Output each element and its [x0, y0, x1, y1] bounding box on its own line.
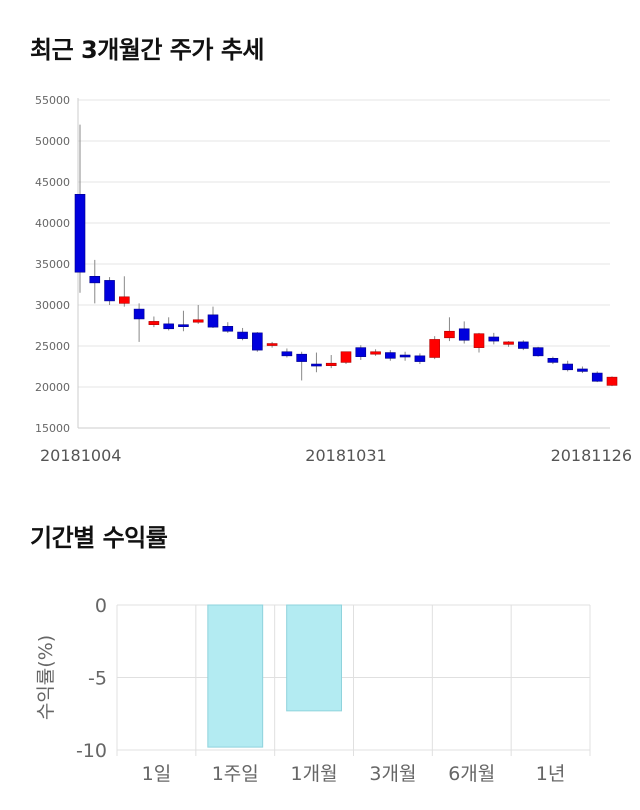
x-category-label: 1개월 — [291, 763, 338, 785]
candle-down — [133, 308, 145, 320]
x-category-label: 1주일 — [212, 763, 259, 785]
candle-up — [192, 319, 204, 323]
candle-down — [237, 331, 248, 339]
candle-down — [532, 347, 544, 357]
y-tick-label: 40000 — [35, 217, 70, 230]
y-tick-label: 50000 — [35, 135, 70, 148]
y-tick-label: 25000 — [35, 340, 70, 353]
candle-down — [104, 280, 115, 302]
candle-up — [340, 351, 352, 363]
y-tick-label: -5 — [88, 668, 107, 690]
candle-down — [591, 372, 603, 382]
candle-down — [207, 314, 219, 328]
candle-up — [606, 376, 618, 386]
x-category-label: 6개월 — [448, 763, 495, 785]
y-tick-label: 55000 — [35, 94, 70, 107]
y-tick-label: 45000 — [35, 176, 70, 189]
candle-down — [311, 363, 322, 367]
candle-up — [370, 351, 381, 355]
return-bar — [286, 604, 342, 712]
return-bar — [207, 604, 264, 748]
returns-title: 기간별 수익률 — [30, 524, 168, 552]
candle-down — [385, 352, 396, 359]
candlestick-chart: 15000 20000 25000 30000 35000 40000 45000 50000… — [35, 94, 632, 465]
candle-down — [488, 336, 500, 342]
candle-up — [473, 333, 485, 348]
candle-up — [148, 321, 160, 325]
y-axis-title: 수익률(%) — [35, 635, 57, 720]
candle-down — [355, 347, 367, 357]
y-tick-label: -10 — [76, 740, 107, 762]
candle-down — [178, 324, 189, 327]
price-trend-title: 최근 3개월간 주가 추세 — [30, 36, 265, 64]
x-category-label: 1년 — [536, 763, 566, 785]
candle-up — [503, 341, 514, 345]
candle-up — [119, 296, 130, 304]
y-tick-label: 30000 — [35, 299, 70, 312]
candle-down — [547, 357, 559, 363]
x-category-label: 3개월 — [369, 763, 416, 785]
y-tick-label: 15000 — [35, 422, 70, 435]
y-tick-label: 0 — [95, 595, 107, 617]
candle-down — [296, 353, 307, 362]
candle-down — [281, 351, 293, 357]
candle-down — [252, 332, 263, 351]
candle-down — [399, 354, 411, 358]
x-category-label: 1일 — [142, 763, 172, 785]
candle-down — [74, 194, 86, 273]
candle-up — [325, 362, 337, 366]
candle-up — [266, 343, 278, 346]
candle-down — [414, 355, 426, 362]
candle-down — [562, 363, 573, 371]
y-tick-label: 35000 — [35, 258, 70, 271]
candle-down — [577, 368, 588, 372]
x-tick-label: 20181126 — [551, 446, 632, 465]
y-tick-label: 20000 — [35, 381, 70, 394]
x-tick-label: 20181031 — [305, 446, 386, 465]
candle-down — [518, 341, 529, 349]
candle-up — [429, 339, 440, 358]
candle-down — [163, 323, 174, 330]
candle-down — [222, 326, 234, 332]
candle-up — [444, 330, 455, 339]
x-tick-label: 20181004 — [40, 446, 121, 465]
candle-down — [458, 328, 470, 341]
candle-down — [89, 275, 101, 284]
